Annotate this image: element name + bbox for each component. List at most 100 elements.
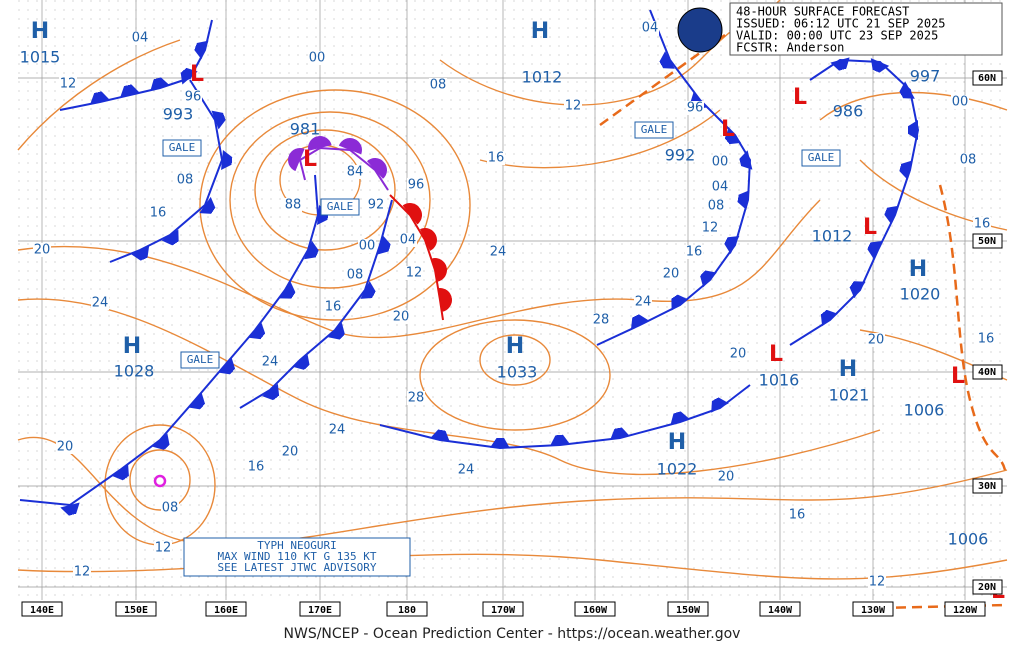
isobar-label: 12: [60, 77, 77, 92]
longitude-box: [21, 601, 63, 617]
isobar-label-bg: [131, 31, 149, 45]
isobar-label-bg: [324, 300, 342, 314]
isobar-label-bg: [308, 51, 326, 65]
isobar-label: 00: [952, 95, 969, 110]
isobar-label: 16: [686, 245, 703, 260]
center-pressure: 981: [290, 120, 321, 139]
isobar-label: 84: [347, 165, 364, 180]
isobar-label: 12: [565, 99, 582, 114]
center-symbol: H: [506, 334, 524, 359]
gale-box: [162, 139, 202, 157]
header-line: FCSTR: Anderson: [736, 41, 844, 55]
isobar-label: 16: [488, 151, 505, 166]
center-symbol: L: [793, 85, 807, 110]
longitude-box: [482, 601, 524, 617]
latitude-label: 50N: [978, 236, 996, 247]
fronts: [19, 8, 1007, 610]
center-symbol: H: [668, 430, 686, 455]
longitude-label: 150E: [124, 605, 148, 616]
longitude-box: [386, 601, 428, 617]
longitude-label: 170E: [308, 605, 332, 616]
isobar-label-bg: [154, 541, 172, 555]
longitude-box: [667, 601, 709, 617]
isobar-label: 20: [718, 470, 735, 485]
center-symbol: H: [123, 334, 141, 359]
isobar-label-bg: [959, 153, 977, 167]
longitude-label: 120W: [953, 605, 978, 616]
latitude-label: 20N: [978, 582, 996, 593]
isobar-label-bg: [685, 245, 703, 259]
isobar-label-bg: [247, 460, 265, 474]
advisory-line: TYPH NEOGURI: [257, 539, 336, 552]
isobar-label-bg: [392, 310, 410, 324]
isobar-label: 08: [347, 268, 364, 283]
isobar-label: 04: [400, 233, 417, 248]
longitude-label: 130W: [861, 605, 886, 616]
longitude-label: 180: [398, 605, 416, 616]
isobar-label: 24: [458, 463, 475, 478]
isobar-label: 24: [490, 245, 507, 260]
longitude-box: [574, 601, 616, 617]
isobar-label-bg: [328, 423, 346, 437]
center-symbol: L: [951, 364, 965, 389]
isobar-label-bg: [641, 21, 659, 35]
gale-label: GALE: [187, 353, 214, 366]
center-pressure: 1012: [522, 68, 563, 87]
isobar-label-bg: [281, 445, 299, 459]
isobar-label: 24: [92, 296, 109, 311]
isobar-label: 96: [185, 90, 202, 105]
isobar-label: 24: [635, 295, 652, 310]
longitude-box: [115, 601, 157, 617]
center-symbol: H: [31, 19, 49, 44]
isobar-label: 16: [789, 508, 806, 523]
longitude-label: 140W: [768, 605, 793, 616]
advisory-line: SEE LATEST JTWC ADVISORY: [218, 561, 377, 574]
isobar-label-bg: [707, 199, 725, 213]
header-box: [677, 2, 1003, 56]
center-symbol: H: [531, 19, 549, 44]
isobar-label-bg: [346, 165, 364, 179]
latitude-box: [972, 579, 1003, 595]
gale-label: GALE: [169, 141, 196, 154]
isobar-label: 20: [868, 333, 885, 348]
isobar-label: 16: [150, 206, 167, 221]
isobar-label: 16: [325, 300, 342, 315]
isobar-label-bg: [662, 267, 680, 281]
header-line: VALID: 00:00 UTC 23 SEP 2025: [736, 29, 938, 43]
isobar-label-bg: [634, 295, 652, 309]
center-pressure: 1021: [829, 386, 870, 405]
isobar-label-bg: [686, 101, 704, 115]
isobar-label-bg: [951, 95, 969, 109]
isobar-label-bg: [358, 239, 376, 253]
isobar-label: 00: [712, 155, 729, 170]
center-pressure: 997: [910, 67, 941, 86]
center-pressure: 986: [833, 102, 864, 121]
isobar-label-bg: [261, 355, 279, 369]
isobar-label: 20: [393, 310, 410, 325]
isobar-label: 00: [309, 51, 326, 66]
isobar-label-bg: [592, 313, 610, 327]
isobar-label-bg: [429, 78, 447, 92]
isobar-label: 96: [408, 178, 425, 193]
gale-box: [634, 121, 674, 139]
isobar-label-bg: [868, 575, 886, 589]
isobar-label-bg: [407, 391, 425, 405]
center-pressure: 1033: [497, 363, 538, 382]
center-symbol: L: [721, 117, 735, 142]
isobar-label-bg: [489, 245, 507, 259]
isobar-label-bg: [973, 217, 991, 231]
isobar-label: 92: [368, 198, 385, 213]
latitude-box: [972, 70, 1003, 86]
longitude-label: 150W: [676, 605, 701, 616]
gale-label: GALE: [327, 200, 354, 213]
isobar-label-bg: [405, 266, 423, 280]
center-symbol: L: [303, 147, 317, 172]
latitude-box: [972, 478, 1003, 494]
isobar-label: 20: [730, 347, 747, 362]
latitude-label: 60N: [978, 73, 996, 84]
isobar-label: 12: [702, 221, 719, 236]
isobar-label: 24: [262, 355, 279, 370]
center-pressure: 993: [163, 105, 194, 124]
center-pressure: 1020: [900, 285, 941, 304]
isobar-label-bg: [399, 233, 417, 247]
